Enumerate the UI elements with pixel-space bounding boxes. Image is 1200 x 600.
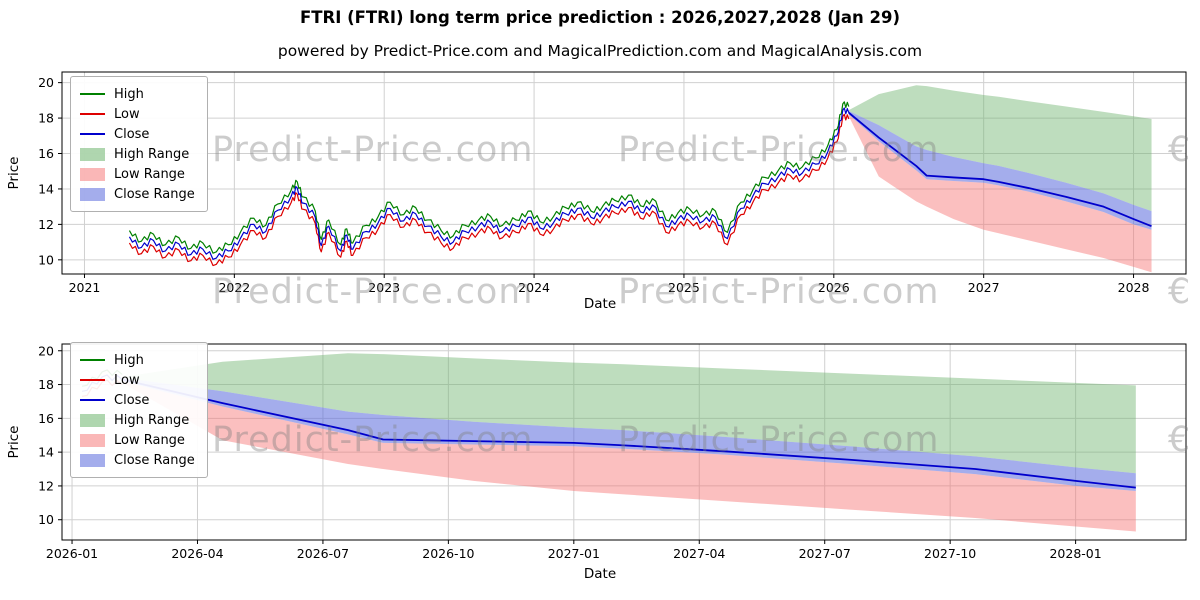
x-tick-label: 2023 — [368, 280, 400, 295]
y-tick-label: 12 — [38, 478, 54, 493]
chart1-x-axis-label: Date — [583, 296, 617, 312]
y-tick-label: 10 — [38, 252, 54, 267]
legend-item-low-range: Low Range — [80, 164, 195, 184]
high-line — [128, 101, 850, 254]
gridlines — [62, 344, 1186, 540]
low-range-band — [122, 381, 1136, 532]
legend-item-high: High — [80, 350, 195, 370]
y-tick-label: 16 — [38, 146, 54, 161]
x-tick-label: 2028-01 — [1049, 546, 1101, 561]
close-line — [128, 107, 850, 260]
x-tick-label: 2026-07 — [297, 546, 349, 561]
y-tick-label: 14 — [38, 445, 54, 460]
y-tick-label: 14 — [38, 181, 54, 196]
x-tick-label: 2021 — [69, 280, 101, 295]
low-range-band — [848, 114, 1152, 273]
low-range-patch-swatch — [80, 167, 105, 181]
low-line-swatch — [80, 112, 105, 116]
x-tick-label: 2027 — [968, 280, 1000, 295]
x-tick-label: 2022 — [218, 280, 250, 295]
legend-item-close-range: Close Range — [80, 450, 195, 470]
legend-item-low: Low — [80, 104, 195, 124]
page-subtitle: powered by Predict-Price.com and Magical… — [277, 42, 923, 60]
chart2-legend: High Low Close High Range Low Range Clos… — [70, 342, 208, 478]
legend-label: High Range — [114, 146, 190, 162]
high-line-swatch — [80, 358, 105, 362]
legend-item-low-range: Low Range — [80, 430, 195, 450]
x-tick-label: 2027-04 — [673, 546, 725, 561]
plot-frame — [61, 343, 1187, 541]
y-tick-label: 12 — [38, 217, 54, 232]
legend-label: High Range — [114, 412, 190, 428]
y-tick-label: 18 — [38, 377, 54, 392]
high-range-patch-swatch — [80, 413, 105, 427]
x-tick-label: 2024 — [518, 280, 550, 295]
legend-label: Close — [114, 392, 150, 408]
axis-ticks: 2021 2022 2023 2024 2025 2026 2027 2028 10 12 14 16… — [38, 75, 1149, 295]
legend-label: Close Range — [114, 186, 195, 202]
legend-label: High — [114, 86, 144, 102]
legend-label: Low — [114, 372, 140, 388]
axis-ticks: 2026-01 2026-04 2026-07 2026-10 2027-01 2027-… — [38, 343, 1102, 561]
low-line-swatch — [80, 378, 105, 382]
low-line — [128, 113, 850, 267]
close-forecast-line — [122, 378, 1136, 489]
x-tick-label: 2028 — [1118, 280, 1150, 295]
x-tick-label: 2026-10 — [422, 546, 474, 561]
page-title: FTRI (FTRI) long term price prediction :… — [299, 8, 901, 27]
legend-label: Low Range — [114, 166, 185, 182]
x-tick-label: 2026-04 — [171, 546, 223, 561]
y-tick-label: 16 — [38, 411, 54, 426]
legend-item-high-range: High Range — [80, 410, 195, 430]
y-tick-label: 20 — [38, 75, 54, 90]
legend-item-close-range: Close Range — [80, 184, 195, 204]
legend-item-high: High — [80, 84, 195, 104]
gridlines — [62, 72, 1186, 274]
y-tick-label: 10 — [38, 512, 54, 527]
legend-item-close: Close — [80, 124, 195, 144]
chart1-legend: High Low Close High Range Low Range Clos… — [70, 76, 208, 212]
plot-area — [81, 353, 1136, 532]
close-line-swatch — [80, 398, 105, 402]
legend-label: Low Range — [114, 432, 185, 448]
plot-frame — [61, 71, 1187, 275]
y-tick-label: 20 — [38, 343, 54, 358]
high-range-patch-swatch — [80, 147, 105, 161]
close-forecast-line — [848, 112, 1152, 227]
x-tick-label: 2027-01 — [548, 546, 600, 561]
x-tick-label: 2027-10 — [924, 546, 976, 561]
legend-item-high-range: High Range — [80, 144, 195, 164]
high-range-band — [848, 85, 1152, 212]
close-range-patch-swatch — [80, 187, 105, 201]
high-range-band — [122, 353, 1136, 474]
chart1-y-axis-label: Price — [6, 156, 22, 190]
legend-item-low: Low — [80, 370, 195, 390]
legend-label: Low — [114, 106, 140, 122]
low-range-patch-swatch — [80, 433, 105, 447]
close-line-swatch — [80, 132, 105, 136]
legend-item-close: Close — [80, 390, 195, 410]
y-tick-label: 18 — [38, 111, 54, 126]
prediction-zoom-chart: 2026-01 2026-04 2026-07 2026-10 2027-01 2027-… — [38, 343, 1187, 561]
legend-label: High — [114, 352, 144, 368]
history-prediction-chart: 2021 2022 2023 2024 2025 2026 2027 2028 10 12 14 16… — [38, 71, 1187, 295]
high-line-swatch — [80, 92, 105, 96]
x-tick-label: 2025 — [668, 280, 700, 295]
plot-area — [128, 85, 1152, 273]
chart2-y-axis-label: Price — [6, 425, 22, 459]
chart2-x-axis-label: Date — [583, 566, 617, 582]
legend-label: Close — [114, 126, 150, 142]
legend-label: Close Range — [114, 452, 195, 468]
x-tick-label: 2026 — [818, 280, 850, 295]
x-tick-label: 2026-01 — [46, 546, 98, 561]
close-range-patch-swatch — [80, 453, 105, 467]
x-tick-label: 2027-07 — [799, 546, 851, 561]
